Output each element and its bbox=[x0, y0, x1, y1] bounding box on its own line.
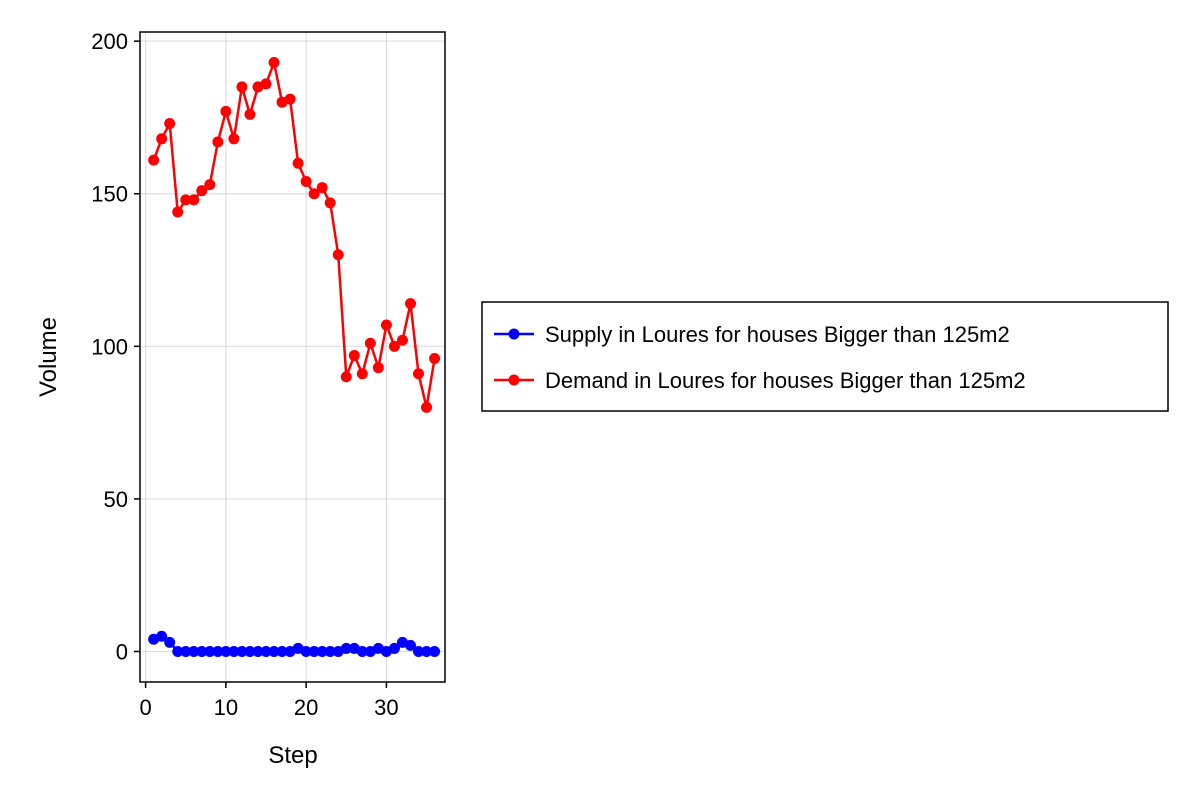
y-tick-label: 200 bbox=[91, 29, 128, 54]
data-point bbox=[308, 188, 320, 200]
data-point bbox=[172, 206, 184, 218]
data-point bbox=[196, 645, 208, 657]
y-tick-label: 100 bbox=[91, 334, 128, 359]
ticks: 0 10 20 30 0 50 100 150 200 bbox=[91, 29, 398, 720]
data-point bbox=[156, 630, 168, 642]
data-point bbox=[316, 182, 328, 194]
data-point bbox=[148, 154, 160, 166]
data-point bbox=[388, 642, 400, 654]
grid bbox=[140, 32, 445, 682]
data-point bbox=[244, 108, 256, 120]
data-point bbox=[228, 645, 240, 657]
data-point bbox=[220, 105, 232, 117]
legend-marker-supply bbox=[508, 328, 520, 340]
data-point bbox=[204, 645, 216, 657]
legend-label-demand: Demand in Loures for houses Bigger than … bbox=[545, 368, 1026, 393]
series-0 bbox=[148, 630, 441, 657]
data-point bbox=[164, 118, 176, 130]
x-tick-label: 10 bbox=[214, 695, 238, 720]
data-point bbox=[196, 185, 208, 197]
data-point bbox=[340, 642, 352, 654]
data-point bbox=[421, 645, 433, 657]
data-point bbox=[180, 645, 192, 657]
data-point bbox=[429, 645, 441, 657]
data-point bbox=[220, 645, 232, 657]
series-line bbox=[152, 61, 436, 409]
legend-entry-demand: Demand in Loures for houses Bigger than … bbox=[494, 368, 1026, 393]
data-point bbox=[413, 645, 425, 657]
legend-box bbox=[481, 301, 1169, 412]
data-point bbox=[236, 645, 248, 657]
x-axis-title: Step bbox=[268, 742, 317, 769]
y-axis-title: Volume bbox=[35, 317, 62, 397]
data-point bbox=[228, 133, 240, 145]
data-point bbox=[356, 645, 368, 657]
data-point bbox=[324, 645, 336, 657]
y-tick-label: 150 bbox=[91, 182, 128, 207]
data-point bbox=[156, 133, 168, 145]
data-point bbox=[172, 645, 184, 657]
data-point bbox=[268, 645, 280, 657]
data-point bbox=[396, 334, 408, 346]
data-point bbox=[372, 362, 384, 374]
legend-label-supply: Supply in Loures for houses Bigger than … bbox=[545, 322, 1010, 347]
data-point bbox=[188, 194, 200, 206]
data-point bbox=[252, 645, 264, 657]
data-point bbox=[212, 136, 224, 148]
data-point bbox=[429, 353, 441, 365]
data-point bbox=[188, 645, 200, 657]
data-point bbox=[300, 176, 312, 188]
data-point bbox=[364, 337, 376, 349]
data-point bbox=[236, 81, 248, 93]
data-point bbox=[300, 645, 312, 657]
data-point bbox=[308, 645, 320, 657]
data-point bbox=[324, 197, 336, 209]
y-tick-label: 0 bbox=[116, 639, 128, 664]
data-point bbox=[244, 645, 256, 657]
data-point bbox=[404, 298, 416, 310]
data-point bbox=[316, 645, 328, 657]
data-point bbox=[332, 249, 344, 261]
legend: Supply in Loures for houses Bigger than … bbox=[481, 301, 1169, 412]
data-point bbox=[268, 57, 280, 69]
data-point bbox=[292, 157, 304, 169]
plot-frame bbox=[139, 31, 446, 683]
data-point bbox=[340, 371, 352, 383]
data-point bbox=[164, 636, 176, 648]
data-point bbox=[356, 368, 368, 380]
data-point bbox=[413, 368, 425, 380]
legend-entry-supply: Supply in Loures for houses Bigger than … bbox=[494, 322, 1010, 347]
data-point bbox=[260, 78, 272, 90]
data-point bbox=[380, 319, 392, 331]
data-point bbox=[180, 194, 192, 206]
data-point bbox=[284, 93, 296, 105]
x-tick-label: 30 bbox=[374, 695, 398, 720]
data-point bbox=[421, 401, 433, 413]
data-point bbox=[204, 179, 216, 191]
legend-marker-demand bbox=[508, 374, 520, 386]
data-point bbox=[404, 639, 416, 651]
y-tick-label: 50 bbox=[104, 487, 128, 512]
data-point bbox=[388, 340, 400, 352]
series-1 bbox=[148, 57, 441, 413]
data-point bbox=[212, 645, 224, 657]
x-tick-label: 20 bbox=[294, 695, 318, 720]
data-point bbox=[348, 349, 360, 361]
x-tick-label: 0 bbox=[139, 695, 151, 720]
data-point bbox=[276, 645, 288, 657]
data-point bbox=[260, 645, 272, 657]
series-layer bbox=[148, 57, 441, 657]
